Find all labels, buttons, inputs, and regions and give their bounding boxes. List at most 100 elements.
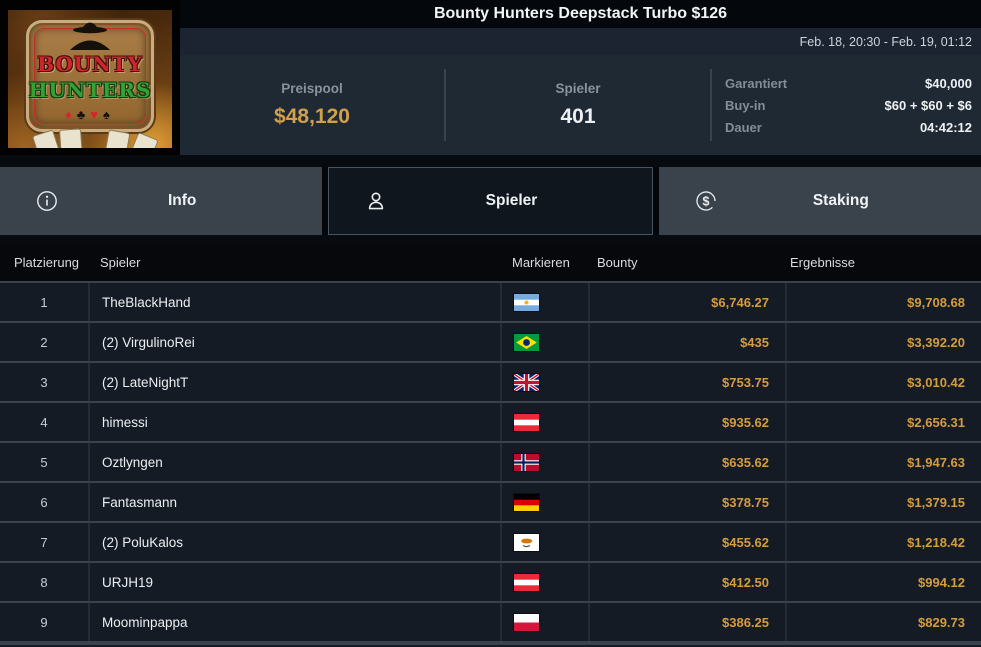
table-body: 1 TheBlackHand $6,746.27 $9,708.68 2 (2)…: [0, 283, 981, 643]
rank-cell: 4: [40, 414, 48, 430]
logo-text-bounty: BOUNTY: [37, 52, 143, 76]
result-value: $1,379.15: [785, 483, 981, 521]
player-name: TheBlackHand: [88, 283, 500, 321]
markieren-cell[interactable]: [500, 603, 588, 641]
table-row[interactable]: 1 TheBlackHand $6,746.27 $9,708.68: [0, 283, 981, 323]
rank-cell: 1: [40, 294, 48, 310]
tab-spieler-label: Spieler: [485, 192, 538, 209]
column-header-markieren: Markieren: [512, 254, 570, 270]
table-row[interactable]: 6 Fantasmann $378.75 $1,379.15: [0, 483, 981, 523]
player-name: Moominpappa: [88, 603, 500, 641]
stat-details: Garantiert $40,000 Buy-in $60 + $60 + $6…: [712, 55, 981, 155]
bounty-value: $935.62: [588, 403, 785, 441]
tab-staking-label: Staking: [812, 192, 869, 209]
staking-dollar-icon: $: [693, 188, 719, 214]
tab-info[interactable]: Info: [0, 167, 323, 235]
svg-text:$: $: [702, 195, 709, 209]
player-name: (2) PoluKalos: [88, 523, 500, 561]
markieren-cell[interactable]: [500, 563, 588, 601]
buyin-value: $60 + $60 + $6: [884, 97, 972, 113]
austria-flag-icon: [514, 573, 539, 591]
result-value: $1,218.42: [785, 523, 981, 561]
result-value: $829.73: [785, 603, 981, 641]
bounty-hunters-logo-image: BOUNTY HUNTERS ♦♣♥♠: [8, 10, 172, 148]
markieren-cell[interactable]: [500, 323, 588, 361]
bounty-value: $412.50: [588, 563, 785, 601]
date-bar: Feb. 18, 20:30 - Feb. 19, 01:12: [180, 28, 981, 55]
result-value: $994.12: [785, 563, 981, 601]
bounty-value: $6,746.27: [588, 283, 785, 321]
markieren-cell[interactable]: [500, 283, 588, 321]
guaranteed-value: $40,000: [925, 75, 972, 91]
page-title: Bounty Hunters Deepstack Turbo $126: [433, 5, 728, 22]
rank-cell: 5: [40, 454, 48, 470]
players-value: 401: [560, 105, 596, 128]
markieren-cell[interactable]: [500, 443, 588, 481]
prizepool-label: Preispool: [281, 81, 343, 96]
tab-bar: Info Spieler $ Staking: [0, 167, 981, 235]
prizepool-value: $48,120: [274, 105, 350, 128]
card-suits-icons: ♦♣♥♠: [65, 107, 115, 122]
bounty-value: $386.25: [588, 603, 785, 641]
player-name: Oztlyngen: [88, 443, 500, 481]
detail-guaranteed: Garantiert $40,000: [725, 76, 972, 91]
header-section: BOUNTY HUNTERS ♦♣♥♠ Bounty Hunters Deeps…: [0, 0, 981, 155]
info-icon: [34, 188, 60, 214]
title-bar: Bounty Hunters Deepstack Turbo $126: [180, 0, 981, 28]
table-header-row: Platzierung Spieler Markieren Bounty Erg…: [0, 243, 981, 283]
markieren-cell[interactable]: [500, 483, 588, 521]
detail-buyin: Buy-in $60 + $60 + $6: [725, 98, 972, 113]
stat-players: Spieler 401: [446, 55, 710, 155]
playing-cards-decoration: [8, 128, 172, 148]
poland-flag-icon: [514, 613, 539, 631]
result-value: $2,656.31: [785, 403, 981, 441]
cyprus-flag-icon: [514, 533, 539, 551]
tournament-logo: BOUNTY HUNTERS ♦♣♥♠: [0, 0, 180, 155]
column-header-platzierung: Platzierung: [14, 254, 80, 270]
result-value: $9,708.68: [785, 283, 981, 321]
player-name: (2) VirgulinoRei: [88, 323, 500, 361]
column-header-bounty: Bounty: [597, 254, 638, 270]
bounty-value: $435: [588, 323, 785, 361]
stats-bar: Preispool $48,120 Spieler 401 Garantiert…: [180, 55, 981, 155]
table-row[interactable]: 5 Oztlyngen $635.62 $1,947.63: [0, 443, 981, 483]
table-row[interactable]: 7 (2) PoluKalos $455.62 $1,218.42: [0, 523, 981, 563]
rank-cell: 8: [40, 574, 48, 590]
tournament-date-range: Feb. 18, 20:30 - Feb. 19, 01:12: [799, 34, 972, 49]
table-row[interactable]: 2 (2) VirgulinoRei $435 $3,392.20: [0, 323, 981, 363]
tab-staking[interactable]: $ Staking: [658, 167, 981, 235]
rank-cell: 2: [40, 334, 48, 350]
rank-cell: 6: [40, 494, 48, 510]
tab-spieler[interactable]: Spieler: [328, 167, 653, 235]
table-row[interactable]: 4 himessi $935.62 $2,656.31: [0, 403, 981, 443]
person-icon: [363, 188, 389, 214]
result-value: $3,392.20: [785, 323, 981, 361]
austria-flag-icon: [514, 413, 539, 431]
vertical-divider: [444, 69, 446, 141]
rank-cell: 9: [40, 614, 48, 630]
detail-duration: Dauer 04:42:12: [725, 120, 972, 135]
bounty-value: $455.62: [588, 523, 785, 561]
markieren-cell[interactable]: [500, 523, 588, 561]
argentina-flag-icon: [514, 293, 539, 311]
table-row[interactable]: 8 URJH19 $412.50 $994.12: [0, 563, 981, 603]
result-value: $3,010.42: [785, 363, 981, 401]
tab-info-label: Info: [167, 192, 197, 209]
result-value: $1,947.63: [785, 443, 981, 481]
brazil-flag-icon: [514, 333, 539, 351]
cowboy-silhouette-icon: [70, 22, 110, 50]
markieren-cell[interactable]: [500, 403, 588, 441]
column-header-spieler: Spieler: [100, 254, 141, 270]
bounty-value: $753.75: [588, 363, 785, 401]
bounty-value: $378.75: [588, 483, 785, 521]
table-row[interactable]: 3 (2) LateNightT $753.75 $3,010.42: [0, 363, 981, 403]
buyin-label: Buy-in: [725, 97, 766, 113]
players-label: Spieler: [555, 81, 601, 96]
duration-label: Dauer: [725, 119, 762, 135]
united-kingdom-flag-icon: [514, 373, 539, 391]
table-row[interactable]: 9 Moominpappa $386.25 $829.73: [0, 603, 981, 643]
norway-flag-icon: [514, 453, 539, 471]
players-table: Platzierung Spieler Markieren Bounty Erg…: [0, 243, 981, 647]
markieren-cell[interactable]: [500, 363, 588, 401]
